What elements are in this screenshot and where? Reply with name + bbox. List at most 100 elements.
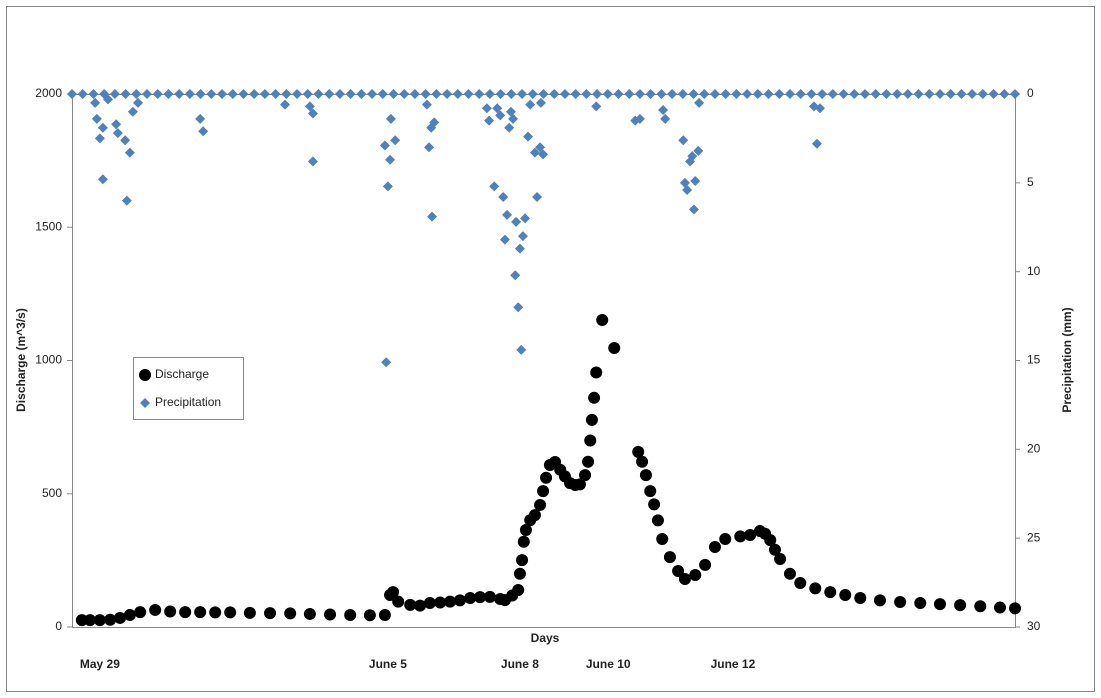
precipitation-point [529, 147, 540, 158]
discharge-point [516, 554, 529, 567]
precipitation-point [324, 89, 335, 99]
discharge-point [764, 534, 777, 547]
precipitation-point [752, 89, 763, 99]
precipitation-point [881, 89, 892, 99]
precipitation-point [549, 89, 560, 99]
y-tick-label: 1000 [35, 353, 62, 367]
discharge-point [303, 607, 316, 620]
precipitation-point [510, 270, 521, 281]
precipitation-point [67, 89, 77, 99]
precipitation-point [731, 89, 742, 99]
precipitation-point [859, 89, 870, 99]
discharge-point [423, 597, 436, 610]
discharge-point [632, 445, 645, 458]
precipitation-point [409, 89, 420, 99]
precipitation-point [385, 113, 396, 124]
precipitation-point [870, 89, 881, 99]
discharge-point [378, 609, 391, 622]
discharge-point [894, 595, 907, 608]
precipitation-point [956, 89, 967, 99]
precipitation-point [307, 108, 318, 119]
precipitation-point [259, 89, 270, 99]
discharge-point [344, 609, 357, 622]
precipitation-point [591, 101, 602, 112]
discharge-point [636, 455, 649, 468]
precipitation-point [502, 209, 513, 220]
precipitation-point [302, 89, 313, 99]
precipitation-point [388, 89, 399, 99]
discharge-point [243, 606, 256, 619]
precipitation-point [109, 89, 120, 99]
precipitation-point [784, 89, 795, 99]
precipitation-point [431, 89, 442, 99]
precipitation-point [677, 89, 688, 99]
precipitation-point [514, 243, 525, 254]
discharge-point [699, 558, 712, 571]
precipitation-point [280, 99, 291, 110]
discharge-point [648, 498, 661, 511]
y2-tick-label: 15 [1027, 353, 1041, 367]
precipitation-point [592, 89, 603, 99]
precipitation-point [999, 89, 1010, 99]
precipitation-point [508, 113, 519, 124]
legend-marker [140, 398, 150, 408]
discharge-point [744, 529, 757, 542]
y-tick-label: 1500 [35, 219, 62, 233]
x-axis-label: Days [531, 631, 560, 645]
discharge-point [573, 478, 586, 491]
precipitation-point [811, 138, 822, 149]
y-tick-label: 500 [42, 486, 62, 500]
precipitation-point [217, 89, 228, 99]
discharge-point [824, 586, 837, 599]
discharge-point [933, 598, 946, 611]
discharge-point [537, 485, 550, 498]
discharge-point [434, 596, 447, 609]
discharge-point [774, 553, 787, 566]
precipitation-point [292, 89, 303, 99]
precipitation-point [90, 97, 101, 108]
discharge-point [644, 485, 657, 498]
discharge-point [264, 607, 277, 620]
discharge-point [734, 530, 747, 543]
discharge-point [194, 606, 207, 619]
discharge-point [464, 591, 477, 604]
precipitation-point [112, 128, 123, 139]
precipitation-point [602, 89, 613, 99]
discharge-point [474, 591, 487, 604]
precipitation-point [827, 89, 838, 99]
precipitation-point [385, 154, 396, 165]
precipitation-point [121, 195, 132, 206]
precipitation-point [421, 99, 432, 110]
precipitation-point [538, 149, 549, 160]
discharge-point [783, 567, 796, 580]
precipitation-point [977, 89, 988, 99]
discharge-point [608, 341, 621, 354]
discharge-point [678, 573, 691, 586]
discharge-point [414, 599, 427, 612]
precipitation-point [399, 89, 410, 99]
precipitation-point [795, 89, 806, 99]
precipitation-point [523, 131, 534, 142]
precipitation-point [838, 89, 849, 99]
precipitation-point [442, 89, 453, 99]
precipitation-point [390, 135, 401, 146]
chart-frame [6, 6, 1095, 692]
precipitation-point [334, 89, 345, 99]
discharge-point [854, 591, 867, 604]
discharge-point [149, 603, 162, 616]
precipitation-point [77, 89, 88, 99]
precipitation-point [499, 234, 510, 245]
precipitation-point [814, 103, 825, 114]
precipitation-point [570, 89, 581, 99]
y-tick-label: 2000 [35, 86, 62, 100]
precipitation-point [538, 89, 549, 99]
precipitation-point [124, 147, 135, 158]
discharge-point [324, 608, 337, 621]
precipitation-point [658, 104, 669, 115]
precipitation-point [484, 89, 495, 99]
legend-marker [139, 369, 151, 381]
x-tick-label: May 29 [80, 657, 120, 671]
discharge-point [284, 607, 297, 620]
precipitation-point [690, 176, 701, 187]
precipitation-point [163, 89, 174, 99]
